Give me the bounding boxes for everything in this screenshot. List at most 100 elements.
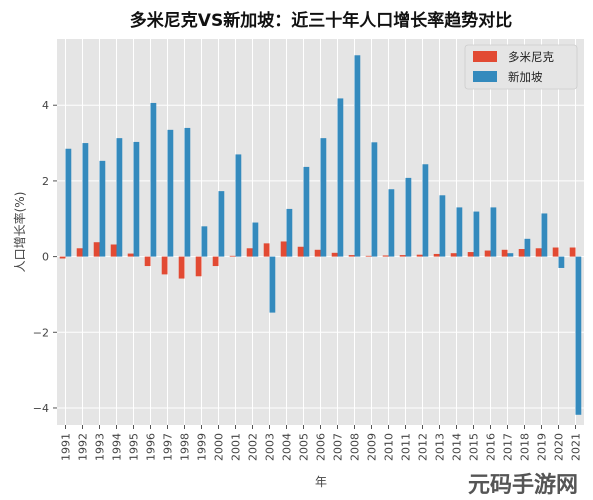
bar-singapore-2006 [320, 138, 327, 257]
bar-dominica-2012 [416, 254, 423, 257]
bar-dominica-1994 [110, 244, 117, 257]
x-tick-label: 1999 [196, 433, 209, 461]
bar-dominica-2015 [467, 252, 474, 257]
x-tick-label: 2005 [298, 433, 311, 461]
y-tick-label: −2 [33, 326, 49, 339]
x-tick-label: 2009 [366, 433, 379, 461]
y-tick-label: −4 [33, 402, 49, 415]
legend: 多米尼克 新加坡 [464, 44, 578, 90]
bar-dominica-2006 [314, 249, 321, 257]
bar-dominica-2014 [450, 253, 457, 257]
x-tick-label: 2000 [213, 433, 226, 461]
bar-dominica-1997 [161, 256, 168, 275]
bar-dominica-2009 [365, 255, 372, 257]
x-tick-label: 1998 [179, 433, 192, 461]
legend-label-dominica: 多米尼克 [508, 50, 554, 64]
bar-singapore-1992 [82, 143, 89, 257]
bar-dominica-2017 [501, 249, 508, 257]
x-tick-label: 2013 [434, 433, 447, 461]
y-tick-label: 0 [42, 251, 49, 264]
x-tick-label: 2001 [230, 433, 243, 461]
bar-singapore-1993 [99, 160, 106, 257]
bar-singapore-2019 [541, 213, 548, 257]
x-tick-label: 2019 [536, 433, 549, 461]
bar-singapore-1996 [150, 102, 157, 257]
x-tick-label: 1994 [111, 433, 124, 461]
bar-singapore-2018 [524, 238, 531, 257]
bar-singapore-2000 [218, 191, 225, 257]
bar-dominica-2002 [246, 248, 253, 257]
bar-singapore-2002 [252, 222, 259, 257]
x-tick-label: 2007 [332, 433, 345, 461]
x-tick-label: 1996 [145, 433, 158, 461]
watermark-text: 元码手游网 [468, 472, 578, 498]
bar-singapore-1991 [65, 148, 72, 257]
bar-dominica-2003 [263, 243, 270, 257]
x-axis-ticks: 1991 1992 1993 1994 1995 1996 1997 1998 1999 2000… [60, 425, 583, 461]
x-tick-label: 2018 [519, 433, 532, 461]
y-axis-ticks: −4 −2 0 2 4 [33, 99, 57, 415]
bar-dominica-1993 [93, 242, 100, 257]
bar-dominica-1996 [144, 256, 151, 267]
bar-singapore-2004 [286, 208, 293, 257]
bar-dominica-1991 [59, 256, 66, 259]
bar-singapore-1994 [116, 138, 123, 257]
bar-singapore-2009 [371, 142, 378, 257]
chart-title: 多米尼克VS新加坡：近三十年人口增长率趋势对比 [130, 10, 512, 31]
bar-dominica-1995 [127, 253, 134, 257]
x-tick-label: 1991 [60, 433, 73, 461]
x-tick-label: 1993 [94, 433, 107, 461]
bar-dominica-2011 [399, 255, 406, 257]
x-tick-label: 2014 [451, 433, 464, 461]
bar-singapore-2012 [422, 164, 429, 257]
x-tick-label: 2012 [417, 433, 430, 461]
bar-singapore-2021 [575, 256, 582, 415]
watermark: 元码手游网 [468, 472, 578, 498]
bar-singapore-2005 [303, 166, 310, 257]
y-axis-label: 人口增长率(%) [12, 192, 27, 273]
x-tick-label: 2015 [468, 433, 481, 461]
y-tick-label: 2 [42, 175, 49, 188]
bar-dominica-1992 [76, 248, 83, 257]
x-axis-label: 年 [315, 475, 327, 489]
bar-singapore-2003 [269, 256, 276, 313]
bar-singapore-2008 [354, 55, 361, 257]
legend-swatch-dominica [473, 51, 497, 62]
bar-singapore-2001 [235, 154, 242, 257]
bar-dominica-2020 [552, 247, 559, 257]
bar-singapore-2017 [507, 253, 514, 257]
bar-singapore-2011 [405, 177, 412, 257]
x-tick-label: 1995 [128, 433, 141, 461]
x-tick-label: 2003 [264, 433, 277, 461]
x-tick-label: 2021 [570, 433, 583, 461]
x-tick-label: 2008 [349, 433, 362, 461]
bar-singapore-2020 [558, 256, 565, 268]
bar-singapore-2014 [456, 207, 463, 257]
bar-dominica-2019 [535, 248, 542, 257]
bar-dominica-2013 [433, 253, 440, 257]
bar-dominica-2021 [569, 247, 576, 257]
legend-label-singapore: 新加坡 [508, 70, 543, 84]
bar-singapore-2010 [388, 189, 395, 257]
bars [59, 55, 582, 415]
bar-dominica-2000 [212, 256, 219, 267]
bar-singapore-2015 [473, 211, 480, 257]
bar-dominica-2008 [348, 255, 355, 257]
x-tick-label: 1997 [162, 433, 175, 461]
bar-dominica-2010 [382, 255, 389, 257]
x-tick-label: 2020 [553, 433, 566, 461]
bar-dominica-2018 [518, 249, 525, 257]
x-tick-label: 1992 [77, 433, 90, 461]
bar-dominica-1998 [178, 256, 185, 279]
x-tick-label: 2002 [247, 433, 260, 461]
bar-singapore-2013 [439, 195, 446, 257]
bar-singapore-1999 [201, 226, 208, 257]
x-tick-label: 2010 [383, 433, 396, 461]
bar-singapore-1998 [184, 127, 191, 257]
x-tick-label: 2017 [502, 433, 515, 461]
legend-swatch-singapore [473, 71, 497, 82]
bar-singapore-2016 [490, 207, 497, 257]
bar-singapore-1997 [167, 129, 174, 257]
bar-singapore-1995 [133, 141, 140, 257]
